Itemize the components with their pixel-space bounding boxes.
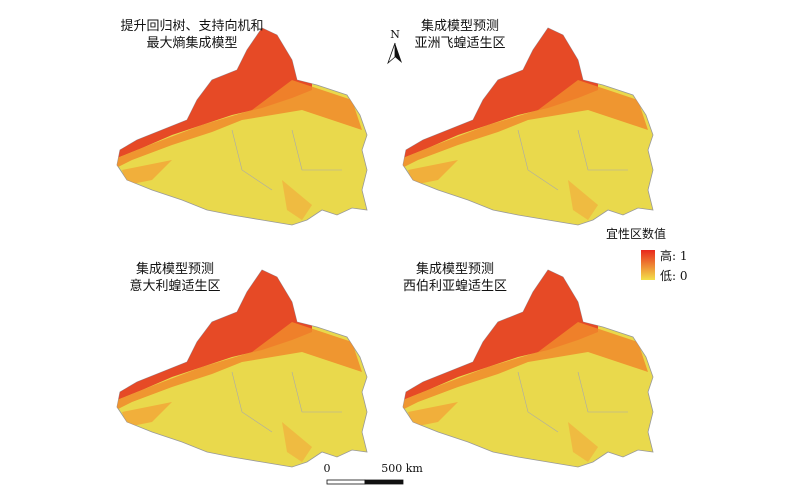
- panel-title: 集成模型预测: [416, 261, 494, 277]
- scale-end: 500 km: [381, 462, 423, 475]
- scale-start: 0: [324, 462, 331, 475]
- panel-title: 集成模型预测: [421, 18, 499, 34]
- panel-title: 意大利蝗适生区: [129, 278, 220, 294]
- north-label: N: [390, 28, 400, 41]
- north-arrow: N: [387, 28, 402, 65]
- panel-title: 亚洲飞蝗适生区: [414, 36, 505, 51]
- legend-low: 低: 0: [660, 269, 688, 283]
- panel-title: 最大熵集成模型: [146, 35, 237, 51]
- panel-title: 提升回归树、支持向机和: [120, 18, 263, 34]
- scale-bar: 0 500 km: [324, 462, 423, 485]
- legend-title: 宜性区数值: [606, 226, 666, 241]
- panel-title: 集成模型预测: [136, 261, 214, 277]
- legend-high: 高: 1: [660, 248, 688, 263]
- panel-title: 西伯利亚蝗适生区: [403, 279, 507, 294]
- legend: 宜性区数值 高: 1 低: 0: [606, 226, 688, 283]
- legend-ramp: [641, 250, 655, 280]
